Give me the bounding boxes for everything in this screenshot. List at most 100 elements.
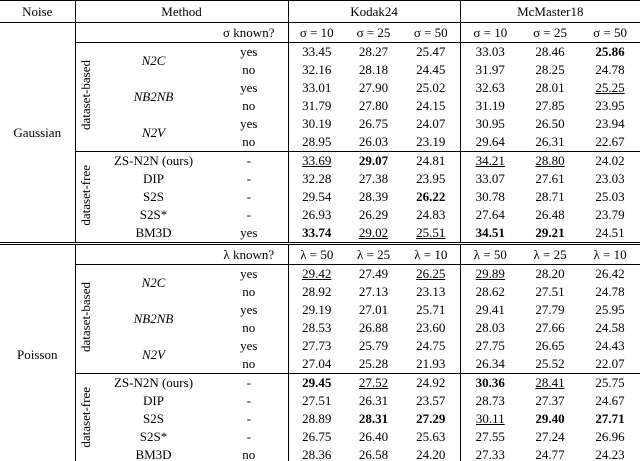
known-header: λ known?	[210, 242, 289, 265]
known: no	[242, 284, 256, 299]
score: 26.58	[345, 446, 403, 461]
score: 28.53	[287, 319, 346, 337]
score: 27.37	[535, 393, 565, 408]
score: 24.58	[595, 320, 625, 335]
score: 28.31	[358, 411, 389, 426]
score: 27.49	[358, 266, 389, 281]
score: 28.20	[535, 266, 565, 281]
score: 24.67	[595, 393, 625, 408]
score: 33.01	[287, 79, 346, 97]
score: 26.31	[358, 393, 389, 408]
data-row: NB2NB yes 33.01 27.90 25.02 32.63 28.01 25.25	[0, 79, 640, 104]
score: 23.95	[595, 98, 625, 113]
known: yes	[240, 266, 258, 281]
data-row: dataset-free ZS-N2N (ours) -29.45 27.52 24.9…	[0, 373, 640, 461]
score: 23.03	[595, 171, 625, 186]
score: 23.95	[416, 171, 446, 186]
score: 26.25	[416, 266, 446, 281]
known-header: σ known?	[210, 22, 289, 43]
score: 31.19	[459, 97, 521, 115]
score: 25.25	[595, 80, 625, 95]
level-header: σ = 10	[287, 22, 346, 43]
score: 27.04	[287, 355, 346, 374]
score: 24.92	[402, 373, 461, 392]
score: 28.18	[358, 62, 389, 77]
known: no	[210, 446, 289, 461]
score: 25.71	[416, 302, 446, 317]
known: -	[210, 151, 289, 170]
score: 29.21	[535, 225, 565, 240]
group-label: dataset-free	[78, 164, 94, 226]
known: -	[210, 373, 289, 392]
data-row: no 31.79 27.80 24.15 31.19 27.85 23.95	[0, 97, 640, 115]
score: 24.75	[416, 338, 446, 353]
score: 34.21	[459, 151, 521, 170]
score: 33.07	[459, 170, 521, 188]
group-label-cell: dataset-free	[75, 151, 97, 244]
method-name: BM3D	[97, 446, 210, 461]
score: 32.16	[287, 61, 346, 79]
score: 22.67	[595, 134, 625, 149]
score: 21.93	[416, 356, 446, 371]
score: 29.54	[287, 188, 346, 206]
level-header: λ = 10	[402, 242, 461, 265]
score: 25.02	[416, 80, 446, 95]
score: 23.19	[416, 134, 446, 149]
level-header: σ = 50	[580, 22, 640, 43]
score: 26.48	[535, 207, 565, 222]
score: 33.03	[459, 42, 521, 61]
dataset-header: Kodak24	[287, 0, 461, 23]
data-row: N2V yes 27.73 25.79 24.75 27.75 26.65 24.43	[0, 337, 640, 362]
data-row: no 27.04 25.28 21.93 26.34 25.52 22.07	[0, 355, 640, 374]
score: 24.81	[402, 151, 461, 170]
data-row: DIP - 27.51 26.31 23.57 28.73 27.37 24.67	[0, 392, 640, 410]
known: -	[246, 393, 251, 408]
known: -	[246, 411, 251, 426]
dataset-header: McMaster18	[459, 0, 640, 23]
score: 24.23	[580, 446, 640, 461]
score: 26.42	[595, 266, 625, 281]
score: 24.78	[595, 62, 625, 77]
score: 27.51	[535, 284, 565, 299]
score: 24.43	[595, 338, 625, 353]
noise-header: Noise	[0, 0, 76, 23]
score: 28.41	[520, 373, 581, 392]
group-label: dataset-free	[78, 386, 94, 448]
score: 27.66	[535, 320, 565, 335]
known: no	[242, 62, 256, 77]
score: 27.24	[535, 429, 565, 444]
score: 30.95	[459, 115, 521, 133]
data-row: DIP - 32.28 27.38 23.95 33.07 27.61 23.03	[0, 170, 640, 188]
level-header: λ = 50	[459, 242, 521, 265]
group-label-cell: dataset-based	[75, 43, 97, 152]
score: 24.02	[580, 151, 640, 170]
score: 30.78	[459, 188, 521, 206]
score: 23.60	[416, 320, 446, 335]
score: 28.92	[287, 283, 346, 301]
score: 27.75	[459, 337, 521, 355]
score: 30.36	[459, 373, 521, 392]
data-row: no 28.95 26.03 23.19 29.64 26.31 22.67	[0, 133, 640, 152]
score: 32.28	[287, 170, 346, 188]
noise-label: Gaussian	[0, 22, 76, 244]
data-row: no 28.92 27.13 23.13 28.62 27.51 24.78	[0, 283, 640, 301]
score: 29.19	[287, 301, 346, 319]
score: 25.51	[416, 225, 446, 240]
score: 27.13	[358, 284, 389, 299]
score: 25.52	[535, 356, 565, 371]
method-name: N2C	[141, 53, 166, 68]
score: 22.07	[595, 356, 625, 371]
method-name: N2V	[141, 125, 166, 140]
score: 25.79	[358, 338, 389, 353]
score: 29.64	[459, 133, 521, 152]
score: 27.29	[416, 411, 446, 426]
blank	[75, 242, 210, 265]
score: 31.79	[287, 97, 346, 115]
score: 26.96	[595, 429, 625, 444]
score: 24.15	[416, 98, 446, 113]
score: 34.51	[459, 224, 521, 244]
data-row: S2S* - 26.75 26.40 25.63 27.55 27.24 26.96	[0, 428, 640, 446]
score: 26.31	[535, 134, 565, 149]
